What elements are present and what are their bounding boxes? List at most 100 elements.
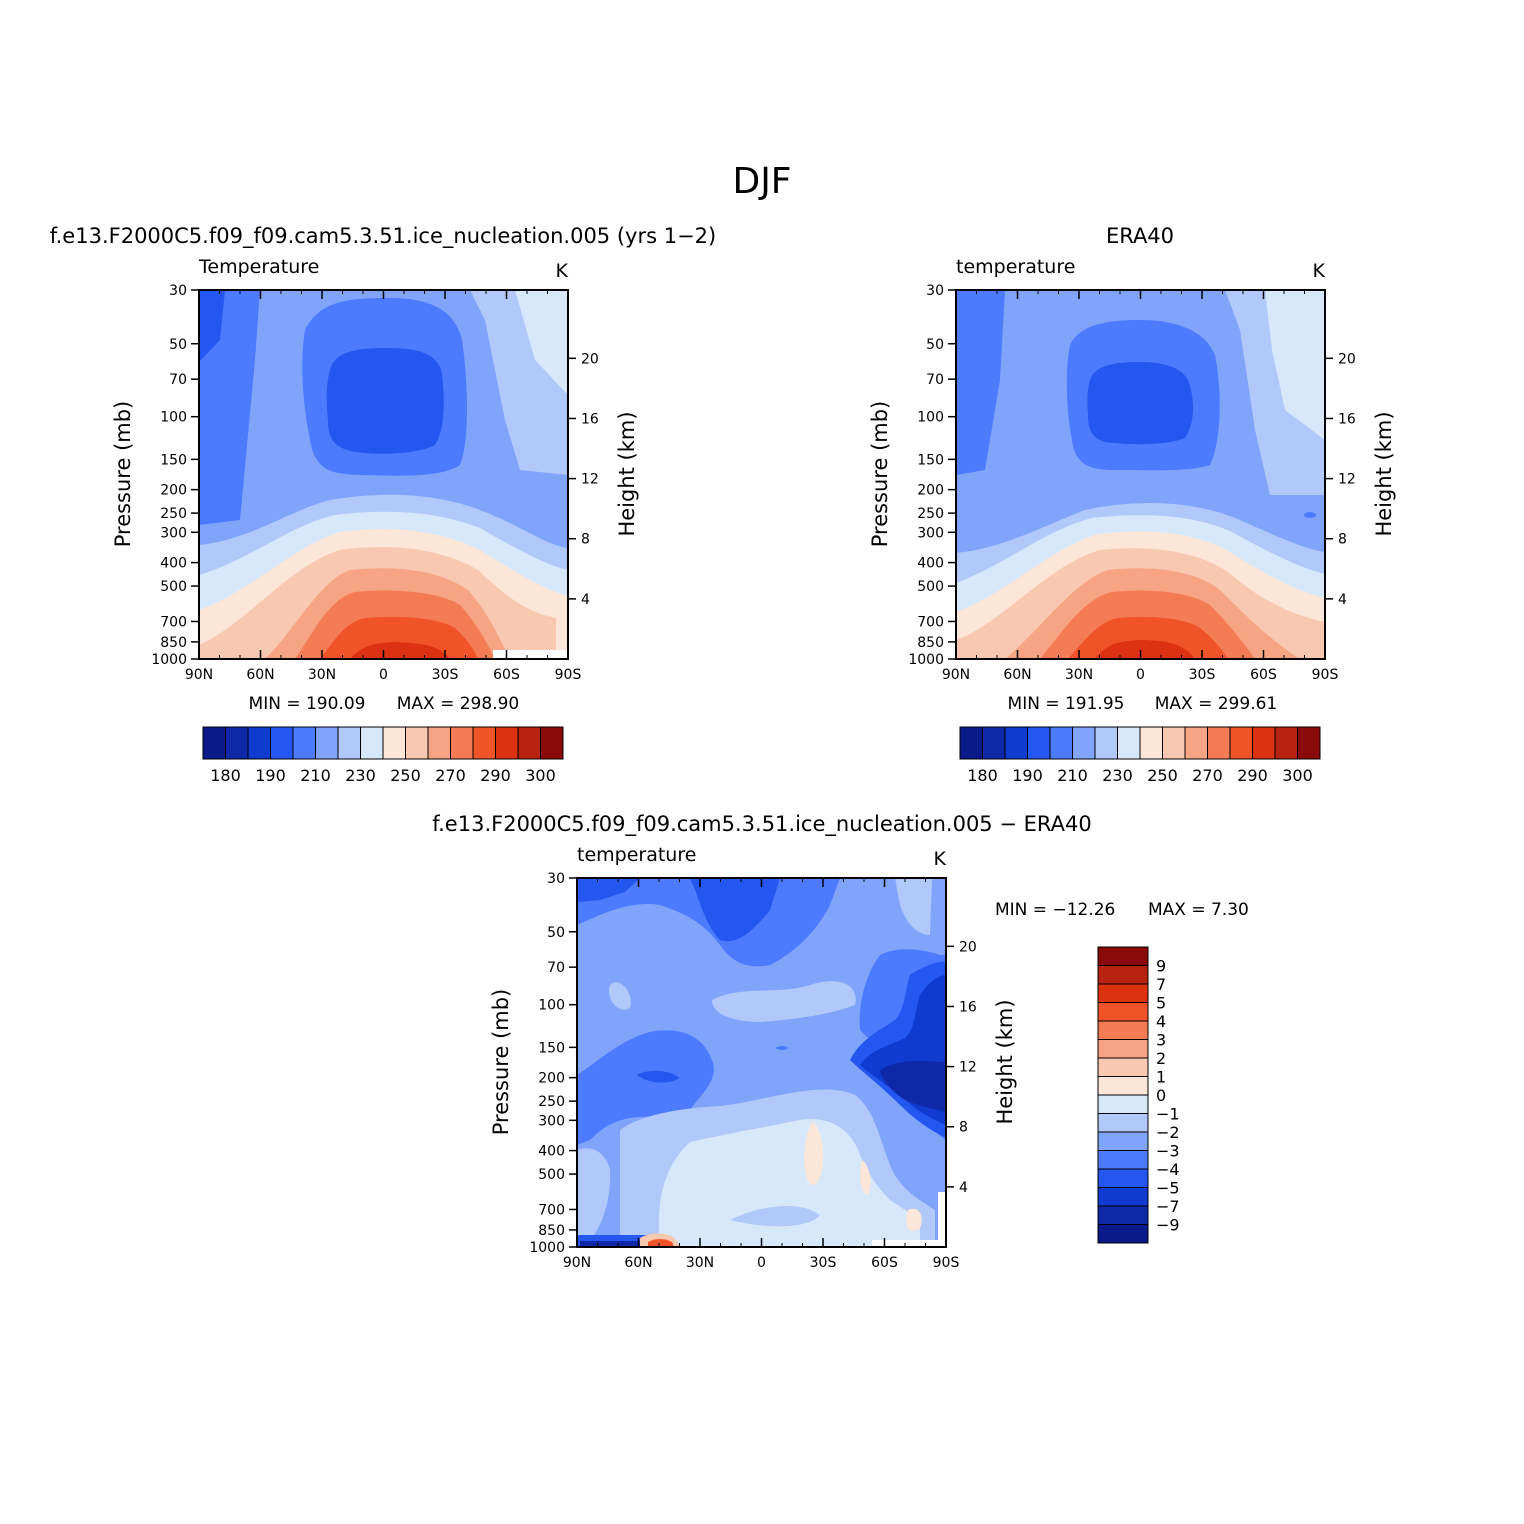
- x-tick-label: 60N: [246, 667, 274, 683]
- colorbar-swatch: [337, 726, 361, 760]
- colorbar-label: 290: [1237, 766, 1268, 785]
- y-tick-label: 100: [538, 998, 565, 1014]
- panel-subtitle-right: K: [1313, 260, 1326, 282]
- colorbar-label: 270: [435, 766, 466, 785]
- colorbar-label: −1: [1156, 1105, 1180, 1124]
- contour-band: [350, 642, 450, 659]
- y-tick-label: 250: [538, 1094, 565, 1110]
- x-tick-label: 90S: [933, 1255, 960, 1271]
- x-tick-label: 30N: [1065, 667, 1093, 683]
- y-right-tick-label: 20: [959, 939, 977, 955]
- colorbar-label: 210: [300, 766, 331, 785]
- colorbar-label: 300: [525, 766, 556, 785]
- y-tick-label: 300: [917, 525, 944, 541]
- y-tick-label: 500: [538, 1167, 565, 1183]
- contour-field: [956, 290, 1325, 659]
- colorbar-label: 190: [1012, 766, 1043, 785]
- colorbar-label: −2: [1156, 1123, 1180, 1142]
- colorbar-swatch: [1297, 726, 1321, 760]
- colorbar-swatch: [1097, 1150, 1149, 1170]
- x-tick-label: 30S: [810, 1255, 837, 1271]
- axis-right: 20 16 12 8 4: [1325, 351, 1356, 608]
- y-tick-label: 50: [547, 925, 565, 941]
- contour-band: [609, 982, 631, 1010]
- y-right-tick-label: 16: [1338, 411, 1356, 427]
- colorbar-label: 180: [967, 766, 998, 785]
- contour-band: [712, 981, 856, 1022]
- colorbar-label: −7: [1156, 1197, 1180, 1216]
- x-tick-label: 60N: [1003, 667, 1031, 683]
- contour-band: [860, 1160, 871, 1195]
- y-tick-label: 200: [160, 483, 187, 499]
- y-tick-label: 700: [538, 1202, 565, 1218]
- y-right-tick-label: 20: [1338, 351, 1356, 367]
- colorbar-label: 0: [1156, 1086, 1166, 1105]
- panel-title: ERA40: [1106, 224, 1174, 248]
- colorbar-swatch: [1097, 1113, 1149, 1133]
- colorbar-swatch: [427, 726, 451, 760]
- colorbar-swatch: [1097, 1020, 1149, 1040]
- panel-subtitle-left: temperature: [956, 256, 1075, 278]
- y-axis-label: Pressure (mb): [868, 401, 892, 548]
- x-tick-label: 30N: [686, 1255, 714, 1271]
- x-tick-label: 30N: [308, 667, 336, 683]
- x-tick-label: 90N: [563, 1255, 591, 1271]
- colorbar-swatch: [202, 726, 226, 760]
- min-label: MIN = 190.09: [249, 694, 366, 714]
- min-label: MIN = 191.95: [1008, 694, 1125, 714]
- contour-band: [690, 878, 780, 942]
- y-axis-label: Pressure (mb): [111, 401, 135, 548]
- panel-subtitle-left: temperature: [577, 844, 696, 866]
- y-tick-label: 200: [917, 483, 944, 499]
- axis-right: 20 16 12 8 4: [568, 351, 599, 608]
- colorbar-swatch: [1027, 726, 1051, 760]
- contour-band: [956, 290, 1005, 475]
- colorbar-label: 1: [1156, 1068, 1166, 1087]
- y-right-tick-label: 8: [581, 532, 590, 548]
- colorbar-label: −5: [1156, 1179, 1180, 1198]
- contour-band: [326, 348, 444, 454]
- max-label: MAX = 7.30: [1148, 900, 1249, 920]
- colorbar-swatch: [1252, 726, 1276, 760]
- colorbar-swatch: [1117, 726, 1141, 760]
- panel-title: f.e13.F2000C5.f09_f09.cam5.3.51.ice_nucl…: [50, 224, 716, 249]
- y-tick-label: 70: [926, 372, 944, 388]
- contour-band: [577, 1030, 714, 1145]
- panel-subtitle-right: K: [934, 848, 947, 870]
- contour-band: [648, 1239, 674, 1247]
- contour-band: [658, 1119, 920, 1247]
- contour-band: [1087, 362, 1193, 445]
- y-tick-label: 150: [917, 452, 944, 468]
- y-right-tick-label: 4: [581, 592, 590, 608]
- colorbar-swatch: [225, 726, 249, 760]
- colorbar-label: 2: [1156, 1049, 1166, 1068]
- colorbar-swatch: [1097, 1168, 1149, 1188]
- colorbar-swatch: [405, 726, 429, 760]
- colorbar-swatch: [959, 726, 983, 760]
- colorbar-swatch: [1097, 1131, 1149, 1151]
- colorbar-label: 7: [1156, 975, 1166, 994]
- contour-band: [1095, 640, 1195, 659]
- contour-band: [577, 878, 640, 902]
- missing-data: [872, 1240, 946, 1247]
- x-tick-label: 60S: [871, 1255, 898, 1271]
- colorbar: 180 190 210 230 250 270 290 300: [959, 726, 1321, 785]
- y-right-tick-label: 16: [959, 999, 977, 1015]
- colorbar-label: 230: [345, 766, 376, 785]
- colorbar-label: 210: [1057, 766, 1088, 785]
- colorbar-label: 250: [1147, 766, 1178, 785]
- max-label: MAX = 299.61: [1155, 694, 1277, 714]
- contour-band: [895, 878, 932, 935]
- colorbar-label: −4: [1156, 1160, 1180, 1179]
- contour-field: [199, 290, 568, 659]
- colorbar-swatch: [1097, 1224, 1149, 1244]
- y-tick-label: 700: [917, 614, 944, 630]
- y-axis-label: Pressure (mb): [489, 989, 513, 1136]
- y-right-tick-label: 16: [581, 411, 599, 427]
- max-label: MAX = 298.90: [397, 694, 519, 714]
- colorbar-label: 5: [1156, 994, 1166, 1013]
- colorbar-label: 270: [1192, 766, 1223, 785]
- y-right-tick-label: 8: [959, 1120, 968, 1136]
